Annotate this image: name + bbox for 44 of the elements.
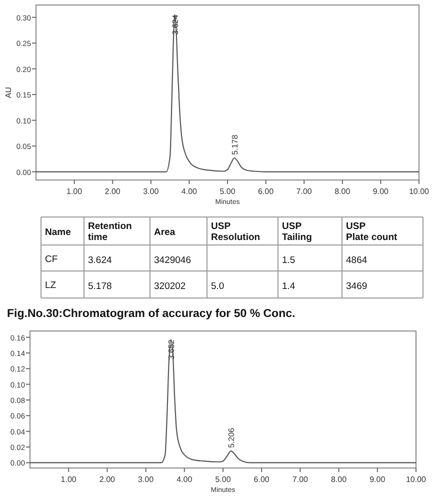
text: 5.178	[88, 281, 112, 292]
category-label: LZ	[45, 280, 56, 291]
line-series	[35, 14, 420, 172]
x-tick-label: 7.00	[292, 475, 309, 484]
x-tick-label: 8.00	[334, 187, 351, 196]
category-label: Name	[45, 227, 71, 238]
x-tick-label: 2.00	[104, 187, 121, 196]
x-tick-label: 2.00	[99, 475, 116, 484]
x-tick-label: 10.00	[408, 187, 430, 196]
x-tick-label: 3.00	[138, 475, 154, 484]
text: 3429046	[154, 255, 191, 266]
annotation: 3.652	[166, 339, 176, 360]
x-tick-label: 3.00	[143, 187, 160, 196]
x-tick-label: 4.00	[181, 187, 198, 196]
x-tick-label: 6.00	[254, 475, 270, 484]
text: 3469	[346, 281, 368, 292]
x-tick-label: 5.00	[215, 475, 232, 484]
x-tick-label: 1.00	[60, 475, 77, 484]
x-tick-label: 9.00	[372, 187, 390, 196]
text: 5.0	[211, 281, 224, 292]
category-label: USP Plate count	[346, 221, 398, 243]
x-tick-label: 10.00	[406, 475, 427, 484]
text: 320202	[154, 281, 186, 292]
y-axis-title: AU	[4, 86, 13, 98]
text: 4864	[346, 255, 368, 266]
category-label: Area	[154, 227, 176, 238]
x-tick-label: 5.00	[220, 187, 236, 196]
x-tick-label: 1.00	[66, 187, 83, 196]
category-label: CF	[45, 254, 58, 265]
text: 3.624	[88, 255, 112, 266]
x-tick-label: 4.00	[176, 475, 193, 484]
x-tick-label: 8.00	[331, 475, 348, 484]
text: Fig.No.30:Chromatogram of accuracy for 50 % Conc.	[7, 308, 296, 320]
category-label: USP Resolution	[211, 221, 260, 243]
x-tick-label: 9.00	[370, 475, 386, 484]
line-series	[29, 339, 417, 464]
text: 1.5	[282, 255, 296, 266]
category-label: USP Tailing	[282, 221, 312, 243]
annotation: 5.206	[226, 427, 236, 448]
text: 1.4	[282, 281, 296, 292]
x-tick-label: 7.00	[296, 187, 312, 196]
annotation: 5.178	[230, 134, 240, 155]
x-tick-label: 6.00	[258, 187, 274, 196]
category-label: Retention time	[88, 221, 132, 243]
